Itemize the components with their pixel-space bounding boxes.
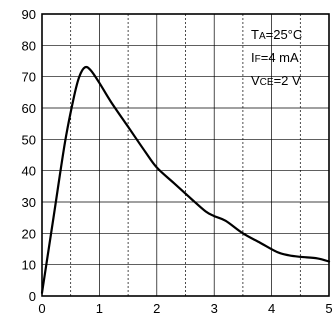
y-tick-label: 60 xyxy=(22,101,36,116)
series-line xyxy=(40,65,331,294)
y-tick-label: 90 xyxy=(22,7,36,22)
annotation-block: TA=25°C IF=4 mA VCE=2 V xyxy=(251,27,302,88)
series-layer xyxy=(40,65,331,294)
x-tick-label: 1 xyxy=(96,301,103,316)
annotation-line: TA=25°C xyxy=(251,27,302,42)
y-tick-label: 10 xyxy=(22,258,36,273)
y-tick-label: 50 xyxy=(22,132,36,147)
x-tick-label: 4 xyxy=(268,301,275,316)
y-tick-label: 0 xyxy=(29,289,36,304)
annotation-line: VCE=2 V xyxy=(251,73,301,88)
x-tick-label: 2 xyxy=(153,301,160,316)
y-tick-label: 70 xyxy=(22,70,36,85)
y-tick-label: 40 xyxy=(22,164,36,179)
plot-frame xyxy=(41,13,330,297)
x-tick-label: 3 xyxy=(211,301,218,316)
y-tick-label: 30 xyxy=(22,195,36,210)
x-tick-label: 5 xyxy=(325,301,332,316)
annotation-line: IF=4 mA xyxy=(251,50,299,65)
y-tick-label: 20 xyxy=(22,226,36,241)
x-tick-label: 0 xyxy=(38,301,45,316)
y-tick-label: 80 xyxy=(22,38,36,53)
